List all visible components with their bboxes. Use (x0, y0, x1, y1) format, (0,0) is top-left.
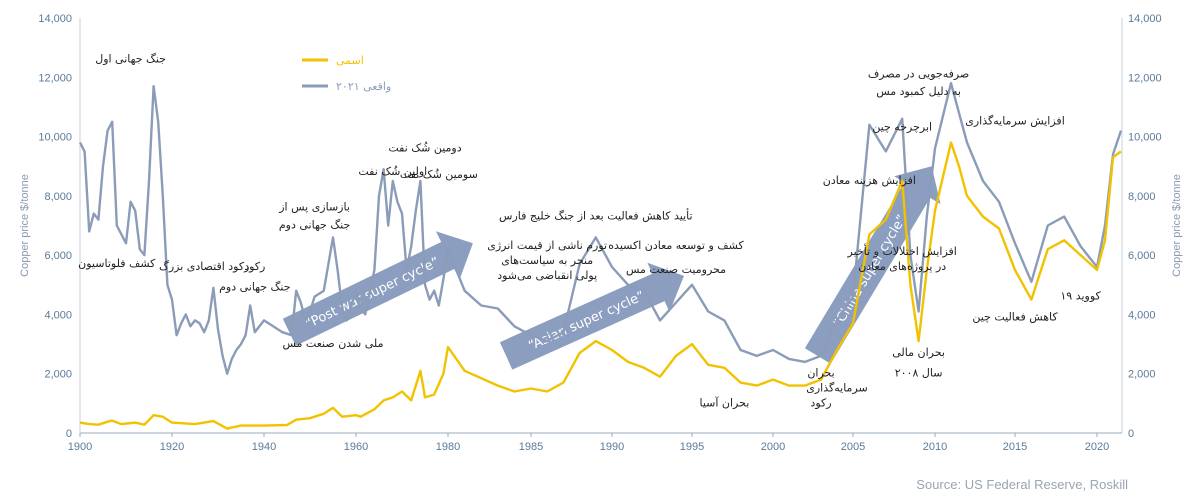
x-tick-label: 1900 (68, 441, 92, 453)
y-tick-right: 10,000 (1128, 132, 1162, 144)
annotation-label: سرمایه‌گذاری (806, 382, 867, 395)
annotation-label: کاهش فعالیت چین (972, 310, 1058, 323)
annotation-label: کشف فلوتاسیون (78, 257, 156, 270)
chart-axes: 0 0 2,000 2,000 4,000 4,000 6,000 6,000 8,000 8,0… (19, 13, 1183, 453)
x-tick-label: 2020 (1085, 441, 1109, 453)
annotation-label: صرفه‌جویی در مصرف (868, 67, 969, 80)
annotation-label: بحران مالی (892, 346, 945, 359)
y-tick-left: 14,000 (38, 13, 72, 25)
y-tick-left: 6,000 (44, 250, 72, 262)
y-tick-left: 12,000 (38, 72, 72, 84)
y-tick-left: 8,000 (44, 191, 72, 203)
annotation-label: رکود (810, 396, 831, 409)
band-asian-super-cycle-label: “Asian super cycle” (526, 289, 647, 354)
annotation-label: کووید ۱۹ (1060, 290, 1101, 303)
annotation-label: پولی انقباضی می‌شود (497, 269, 597, 282)
annotation-label: رکود اقتصادی بزرگ (159, 260, 249, 273)
y-tick-right: 4,000 (1128, 309, 1156, 321)
x-tick-label: 2005 (841, 441, 865, 453)
chart-legend: اسمی واقعی ۲۰۲۱ (302, 54, 391, 93)
band-china-super-cycle (804, 166, 941, 364)
x-tick-label: 1920 (160, 441, 184, 453)
annotation-label: به دلیل کمبود مس (876, 85, 961, 98)
band-post-war-super-cycle-label: “Post war super cycle” (303, 255, 442, 332)
annotation-label: تورم ناشی از قیمت انرژی (487, 239, 607, 252)
annotation-label: افزایش هزینه معادن (823, 174, 916, 187)
annotation-label: رکود (244, 260, 265, 273)
annotation-label: ابرچرخه چین (872, 121, 932, 134)
annotation-label: دومین شُک نفت (388, 141, 461, 154)
chart-annotations: جنگ جهانی اول کشف فلوتاسیون رکود اقتصادی ب… (78, 52, 1101, 409)
x-tick-label: 2015 (1003, 441, 1027, 453)
annotation-label: منجر به سیاست‌های (501, 254, 593, 267)
band-post-war-super-cycle (282, 231, 473, 346)
annotation-label: جنگ جهانی دوم (279, 218, 350, 231)
x-tick-label: 1980 (436, 441, 460, 453)
y-tick-right: 2,000 (1128, 369, 1156, 381)
y-tick-right: 6,000 (1128, 250, 1156, 262)
annotation-label: بازسازی پس از (278, 201, 350, 214)
y-tick-right: 0 (1128, 428, 1134, 440)
annotation-label: افزایش اختلالات و تأخیر (847, 243, 957, 258)
annotation-label: کشف و توسعه معادن اکسیده (608, 239, 744, 252)
y-axis-title-right: Copper price $/tonne (1171, 174, 1183, 277)
source-note: Source: US Federal Reserve, Roskill (916, 477, 1128, 492)
annotation-label: سومین شُک نفت (400, 168, 478, 181)
annotation-label: محرومیت صنعت مس (626, 263, 726, 276)
legend-label-real: واقعی ۲۰۲۱ (336, 80, 391, 93)
annotation-label: سال ۲۰۰۸ (895, 367, 943, 380)
y-tick-left: 10,000 (38, 132, 72, 144)
annotation-label: افزایش سرمایه‌گذاری (965, 115, 1065, 128)
series-line-nominal (79, 141, 1122, 430)
y-tick-left: 4,000 (44, 309, 72, 321)
annotation-label: ملی شدن صنعت مس (283, 337, 384, 350)
annotation-label: بحران (807, 367, 834, 380)
annotation-label: بحران آسیا (699, 395, 749, 409)
annotation-label: جنگ جهانی اول (95, 52, 166, 65)
x-tick-label: 1995 (680, 441, 704, 453)
y-tick-right: 12,000 (1128, 72, 1162, 84)
annotation-label: تأیید کاهش فعالیت بعد از جنگ خلیج فارس (499, 208, 693, 223)
y-axis-title-left: Copper price $/tonne (19, 174, 31, 277)
x-tick-label: 2000 (761, 441, 785, 453)
x-tick-label: 1985 (519, 441, 543, 453)
annotation-label: اولین شُک نفت (358, 165, 427, 178)
x-tick-label: 1990 (600, 441, 624, 453)
series-line-real-2021 (78, 82, 1123, 375)
x-tick-label: 2010 (923, 441, 947, 453)
x-tick-label: 1940 (252, 441, 276, 453)
y-tick-left: 2,000 (44, 369, 72, 381)
annotation-label: جنگ جهانی دوم (219, 281, 290, 294)
series-lines (78, 82, 1123, 430)
y-tick-left: 0 (66, 428, 72, 440)
legend-label-nominal: اسمی (336, 54, 364, 67)
y-tick-right: 8,000 (1128, 191, 1156, 203)
x-tick-label: 1960 (344, 441, 368, 453)
y-tick-right: 14,000 (1128, 13, 1162, 25)
annotation-label: در پروژه‌های معادن (858, 260, 946, 273)
